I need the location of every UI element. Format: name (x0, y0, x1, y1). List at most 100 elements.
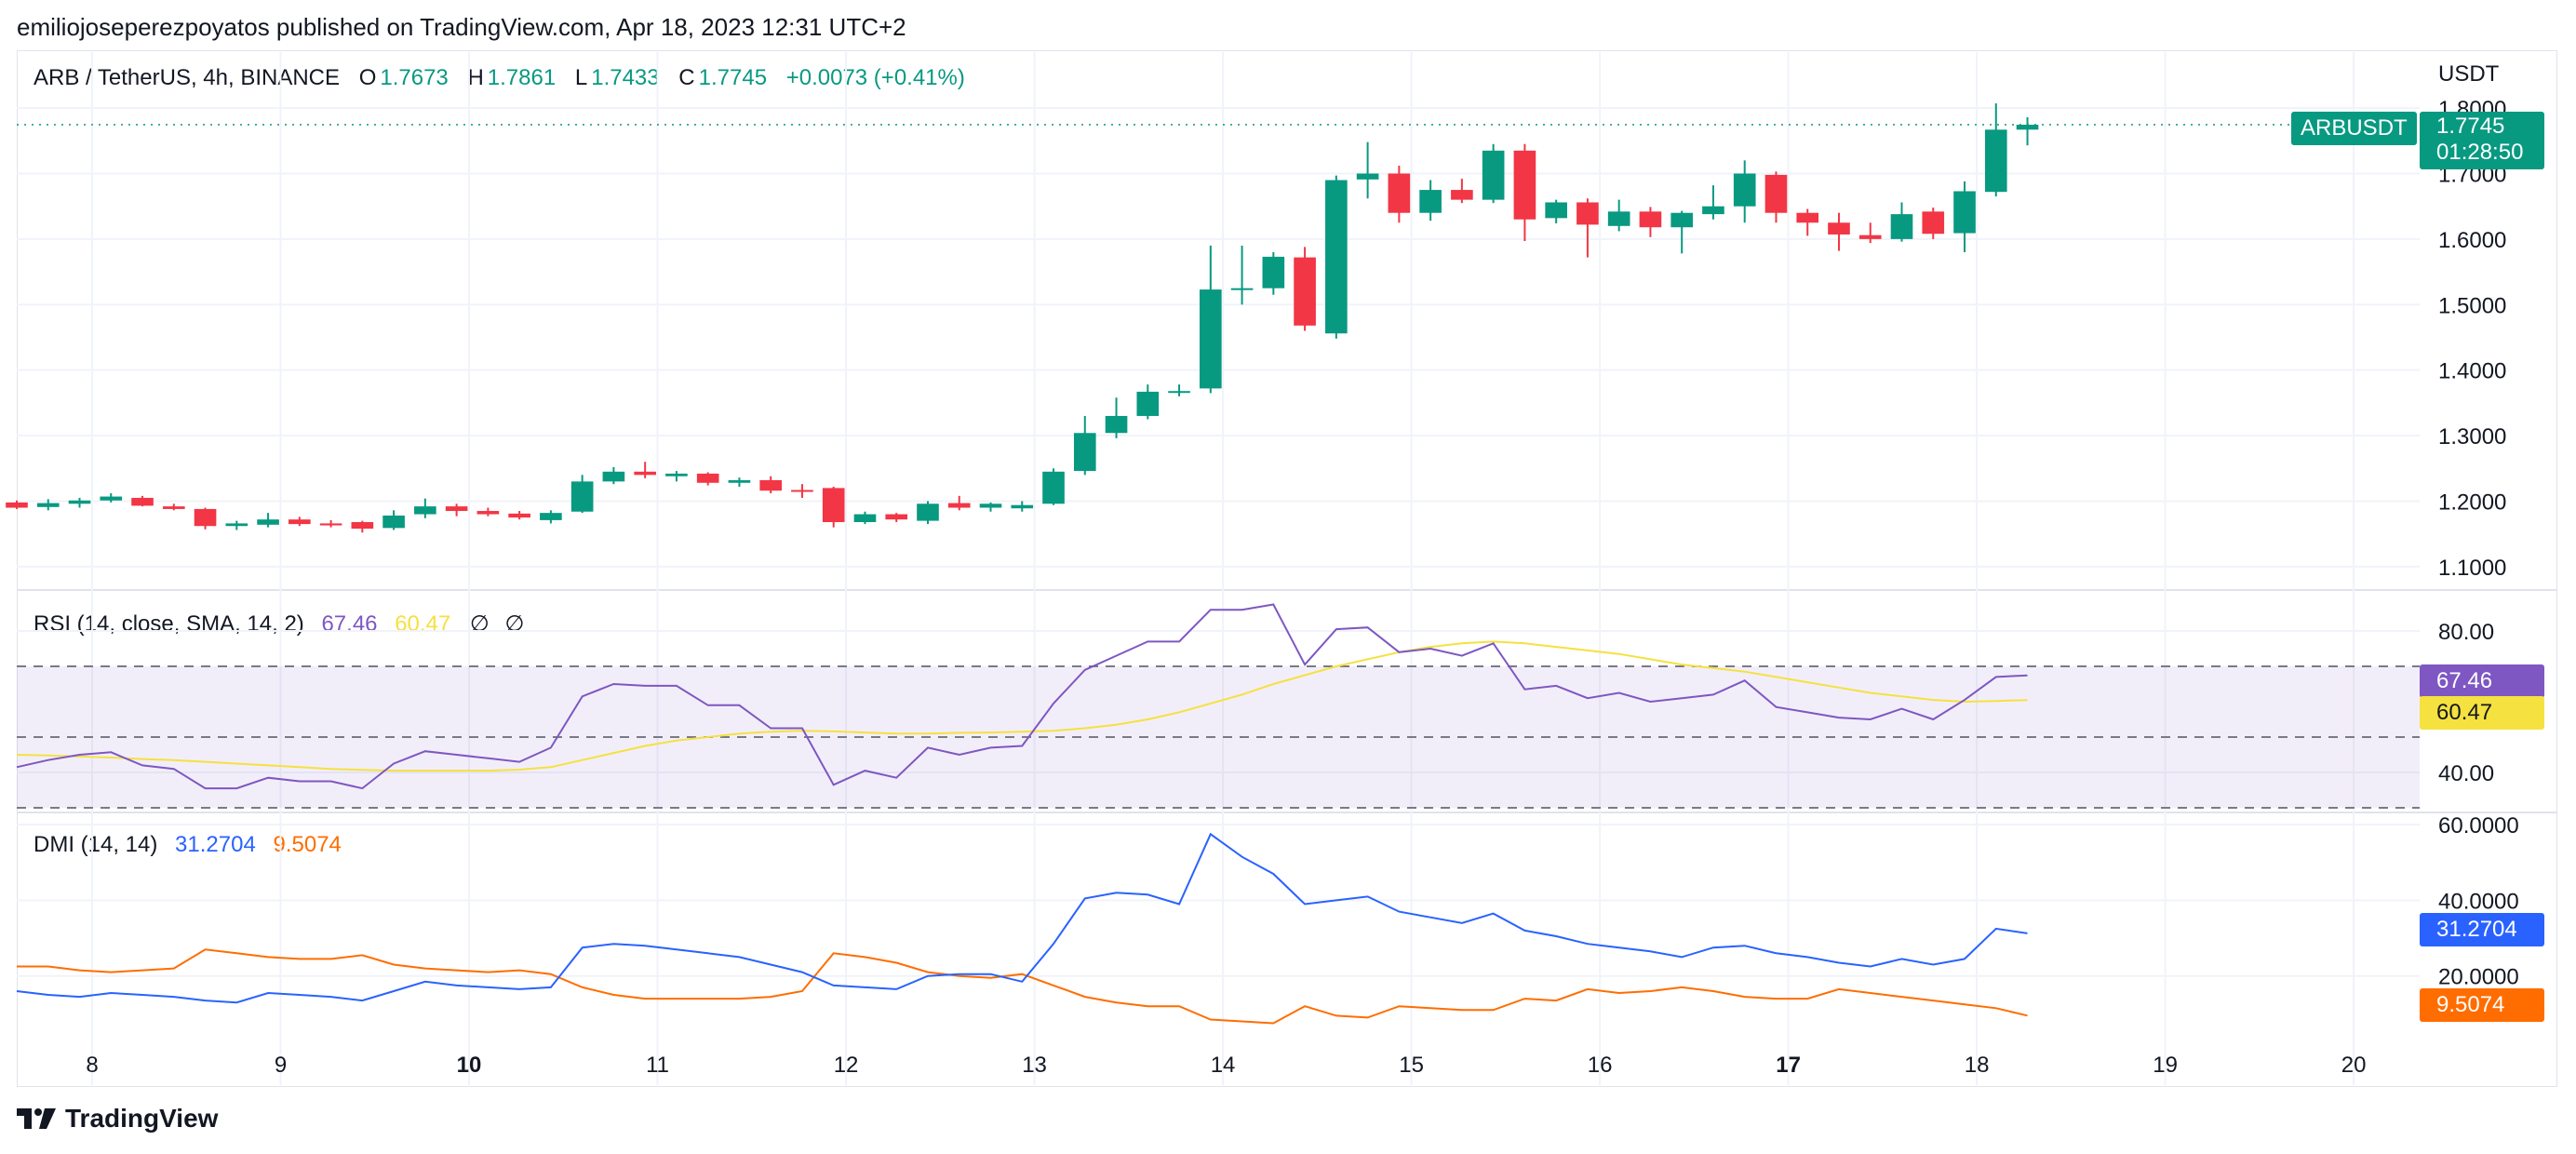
change-value: +0.0073 (+0.41%) (785, 65, 965, 90)
chart-frame (17, 50, 2557, 1087)
rsi-price-tag: 67.46 (2420, 664, 2544, 698)
candle-body (1733, 173, 1756, 207)
candle-body (6, 502, 28, 508)
candle-body (1011, 504, 1034, 509)
candle-body (1200, 289, 1222, 389)
x-tick-label: 11 (646, 1053, 669, 1078)
candle-body (947, 503, 971, 508)
candle-body (1576, 202, 1599, 225)
candle-body (1796, 212, 1819, 223)
high-label: H (467, 65, 484, 90)
candle-body (1513, 150, 1536, 220)
candle-body (1984, 129, 2007, 193)
candle-body (288, 519, 311, 525)
dmi-legend[interactable]: DMI (14, 14) 31.2704 9.5074 (34, 832, 345, 858)
candle-body (68, 500, 91, 504)
rsi-sma-value: 60.47 (395, 611, 451, 637)
candle-body (1482, 150, 1505, 200)
candle-body (1639, 211, 1662, 228)
x-tick-label: 18 (1965, 1053, 1990, 1078)
candle-body (1451, 190, 1473, 200)
candle-body (1858, 235, 1882, 239)
x-tick-label: 17 (1776, 1053, 1801, 1078)
low-value: 1.7433 (591, 65, 660, 90)
candle-body (1828, 222, 1850, 235)
open-value: 1.7673 (380, 65, 449, 90)
candle-body (100, 496, 123, 501)
countdown-value: 01:28:50 (2436, 140, 2524, 165)
price-tag: 1.7745 01:28:50 (2420, 112, 2544, 169)
candle-body (570, 481, 594, 512)
rsi-tick-label: 80.00 (2438, 620, 2494, 645)
price-tick-label: 1.1000 (2438, 556, 2506, 581)
symbol-label[interactable]: ARB / TetherUS, 4h, BINANCE (34, 65, 341, 90)
dmi-plus-line (16, 832, 2028, 1004)
candle-body (1262, 256, 1285, 288)
candle-body (1136, 391, 1160, 416)
price-tick-label: 1.3000 (2438, 424, 2506, 450)
price-tick-label: 1.6000 (2438, 228, 2506, 253)
rsi-sma-price-tag: 60.47 (2420, 696, 2544, 730)
candle-body (696, 473, 719, 483)
candle-body (853, 514, 877, 523)
dmi-minus-line (17, 948, 2028, 1025)
candle-body (319, 523, 342, 526)
dmi-tick-label: 40.0000 (2438, 889, 2519, 914)
rsi-label[interactable]: RSI (14, close, SMA, 14, 2) (34, 611, 304, 637)
rsi-line (16, 603, 2028, 790)
price-tick-label: 1.4000 (2438, 359, 2506, 384)
price-tick-label: 1.2000 (2438, 490, 2506, 515)
candle-body (382, 515, 405, 529)
candle-body (257, 519, 279, 525)
candle-body (1168, 391, 1190, 394)
candle-body (885, 514, 908, 520)
candle-body (194, 508, 217, 527)
footer-brand[interactable]: TradingView (17, 1104, 218, 1134)
candle-body (1356, 173, 1379, 180)
dmi-plus-price-tag: 31.2704 (2420, 913, 2544, 946)
candle-body (1294, 257, 1316, 326)
x-tick-label: 12 (834, 1053, 859, 1078)
candle-body (1042, 471, 1065, 504)
currency-label: USDT (2438, 61, 2500, 87)
price-tag-value: 1.7745 (2436, 114, 2505, 139)
dmi-label[interactable]: DMI (14, 14) (34, 832, 158, 857)
candle-body (759, 479, 783, 491)
dmi-minus-price-tag: 9.5074 (2420, 988, 2544, 1022)
dmi-tick-label: 20.0000 (2438, 965, 2519, 990)
rsi-sma-line (16, 640, 2028, 772)
candle-body (1890, 214, 1913, 239)
candle-body (1953, 191, 1976, 234)
candle-body (1607, 211, 1630, 226)
open-label: O (358, 65, 377, 90)
publisher-line: emiliojoseperezpoyatos published on Trad… (17, 13, 906, 41)
main-legend[interactable]: ARB / TetherUS, 4h, BINANCE O 1.7673 H 1.7… (34, 65, 969, 91)
x-tick-label: 20 (2341, 1053, 2367, 1078)
x-tick-label: 14 (1211, 1053, 1236, 1078)
candle-body (1388, 173, 1411, 213)
candle-body (1419, 190, 1442, 213)
candle-body (508, 513, 530, 518)
rsi-value: 67.46 (321, 611, 378, 637)
candle-body (979, 503, 1002, 508)
candle-body (1073, 433, 1096, 472)
close-value: 1.7745 (698, 65, 768, 90)
candle-body (917, 503, 939, 521)
candle-body (1922, 211, 1945, 235)
x-tick-label: 15 (1399, 1053, 1424, 1078)
candle-body (540, 513, 562, 520)
candle-body (1230, 288, 1254, 290)
symbol-tag: ARBUSDT (2291, 112, 2417, 145)
candle-body (1545, 202, 1567, 219)
price-tick-label: 1.5000 (2438, 293, 2506, 318)
rsi-tick-label: 40.00 (2438, 761, 2494, 786)
candle-body (131, 497, 154, 506)
candle-body (1325, 180, 1348, 334)
candle-body (634, 471, 656, 476)
x-tick-label: 8 (86, 1053, 98, 1078)
candle-body (602, 471, 625, 482)
low-label: L (574, 65, 588, 90)
x-tick-label: 13 (1022, 1053, 1047, 1078)
x-tick-label: 16 (1588, 1053, 1613, 1078)
